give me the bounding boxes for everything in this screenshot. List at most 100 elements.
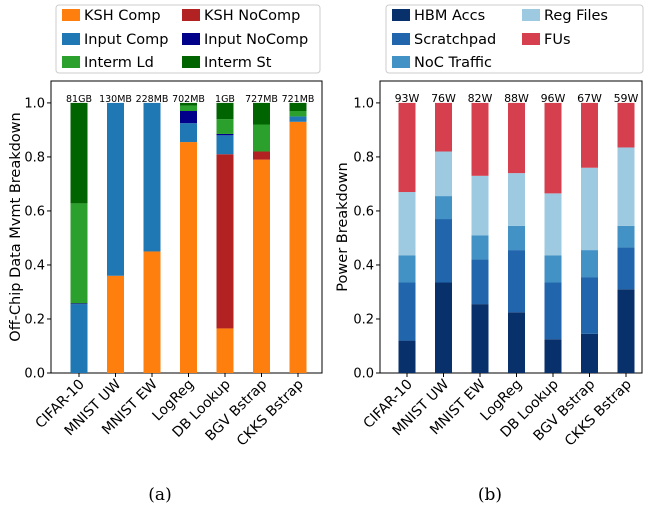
bar-segment <box>289 121 307 373</box>
bar-segment <box>107 102 124 276</box>
y-tick-label: 0.6 <box>353 204 374 219</box>
bar-segment <box>508 225 525 251</box>
legend-label: Input Comp <box>84 32 168 48</box>
subfigure-caption: (a) <box>148 485 171 505</box>
bar-segment <box>581 102 598 168</box>
bar-total-label: 59W <box>614 92 639 105</box>
bar-segment <box>289 116 307 122</box>
y-tick-label: 0.2 <box>24 312 45 327</box>
bar-segment <box>216 133 234 136</box>
y-axis-label: Power Breakdown <box>335 162 351 291</box>
bar-segment <box>398 340 416 373</box>
bar-total-label: 228MB <box>136 94 169 105</box>
bar-segment <box>398 192 416 256</box>
bar-segment <box>435 219 452 283</box>
bar-segment <box>471 175 489 236</box>
bar-segment <box>471 235 489 260</box>
legend-label: Interm St <box>204 55 272 71</box>
bar-segment <box>544 339 562 373</box>
bar-total-label: 88W <box>504 92 529 105</box>
bar-segment <box>143 102 161 252</box>
bar-total-label: 96W <box>541 92 566 105</box>
bar-total-label: 67W <box>577 92 602 105</box>
bar-segment <box>216 119 234 134</box>
bar-segment <box>581 277 598 334</box>
legend-swatch <box>182 9 200 21</box>
bar-total-label: 130MB <box>99 94 132 105</box>
legend-swatch <box>392 33 410 45</box>
y-tick-label: 0.4 <box>24 258 45 273</box>
legend-swatch <box>522 33 540 45</box>
bar-segment <box>544 193 562 256</box>
bar-segment <box>617 147 635 226</box>
bar-segment <box>617 102 635 148</box>
bar-segment <box>180 142 197 373</box>
legend-label: KSH Comp <box>84 8 161 24</box>
legend-swatch <box>62 56 80 68</box>
legend-swatch <box>62 33 80 45</box>
bar-segment <box>508 173 525 226</box>
bar-total-label: 76W <box>431 92 456 105</box>
legend-swatch <box>392 56 410 68</box>
legend-label: Scratchpad <box>414 32 496 48</box>
y-tick-label: 0.4 <box>353 258 374 273</box>
legend-label: Interm Ld <box>84 55 154 71</box>
bar-segment <box>398 282 416 341</box>
y-tick-label: 0.8 <box>353 150 374 165</box>
legend-label: Input NoComp <box>204 32 308 48</box>
bar-segment <box>544 102 562 194</box>
y-tick-label: 0.6 <box>24 204 45 219</box>
subfigure-caption: (b) <box>478 485 502 505</box>
bar-segment <box>471 102 489 176</box>
bar-segment <box>435 282 452 373</box>
bar-segment <box>70 102 88 204</box>
bar-segment <box>107 275 124 373</box>
y-axis-label: Off-Chip Data Mvmt Breakdown <box>8 112 24 341</box>
bar-segment <box>180 111 197 124</box>
bar-segment <box>143 251 161 373</box>
bar-segment <box>398 255 416 283</box>
bar-segment <box>508 250 525 313</box>
legend-swatch <box>392 9 410 21</box>
legend-swatch <box>182 33 200 45</box>
bar-segment <box>180 102 197 106</box>
bar-segment <box>471 304 489 373</box>
bar-segment <box>471 259 489 305</box>
bar-total-label: 702MB <box>172 94 205 105</box>
bar-total-label: 93W <box>395 92 420 105</box>
y-tick-label: 1.0 <box>353 96 374 111</box>
bar-segment <box>435 151 452 197</box>
y-tick-label: 0.2 <box>353 312 374 327</box>
bar-segment <box>544 282 562 340</box>
legend-label: FUs <box>544 32 571 48</box>
bar-segment <box>216 135 234 155</box>
legend-label: NoC Traffic <box>414 55 492 71</box>
bar-segment <box>581 250 598 278</box>
bar-segment <box>581 167 598 251</box>
bar-segment <box>180 105 197 112</box>
bar-segment <box>253 159 270 373</box>
legend-swatch <box>62 9 80 21</box>
bar-segment <box>435 102 452 152</box>
bar-total-label: 81GB <box>66 94 92 105</box>
y-tick-label: 0.8 <box>24 150 45 165</box>
bar-segment <box>617 225 635 248</box>
bar-total-label: 1GB <box>215 94 235 105</box>
legend-label: HBM Accs <box>414 8 485 24</box>
bar-segment <box>253 151 270 160</box>
bar-segment <box>435 196 452 220</box>
bar-segment <box>581 333 598 373</box>
bar-segment <box>180 123 197 143</box>
legend-frame-b <box>385 4 644 74</box>
bar-segment <box>216 102 234 120</box>
bar-segment <box>544 255 562 283</box>
bar-segment <box>216 154 234 329</box>
bar-segment <box>289 102 307 112</box>
bar-segment <box>70 304 88 373</box>
bar-total-label: 721MB <box>282 94 315 105</box>
bar-segment <box>253 102 270 125</box>
bar-segment <box>617 289 635 373</box>
bar-segment <box>508 102 525 174</box>
y-tick-label: 0.0 <box>353 367 374 382</box>
